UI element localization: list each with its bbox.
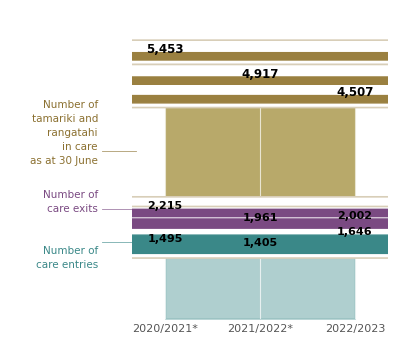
Circle shape [0,53,400,60]
Text: 2,002: 2,002 [337,211,372,221]
Circle shape [0,206,400,231]
Text: 1,646: 1,646 [337,227,373,237]
Circle shape [0,77,400,84]
Text: Number of
care entries: Number of care entries [36,246,98,270]
Circle shape [0,221,400,228]
Text: 1,495: 1,495 [148,234,183,244]
Circle shape [0,234,400,258]
Text: 4,507: 4,507 [336,86,374,99]
Circle shape [0,197,400,221]
Text: Number of
care exits: Number of care exits [43,190,98,214]
Circle shape [0,209,400,233]
Circle shape [0,246,400,253]
Circle shape [0,83,400,108]
Text: 1,961: 1,961 [242,213,278,223]
Circle shape [0,229,400,254]
Circle shape [0,96,400,103]
Circle shape [0,235,400,242]
Circle shape [0,209,400,217]
Text: 1,405: 1,405 [242,238,278,248]
Text: 5,453: 5,453 [146,43,184,56]
Text: 2,215: 2,215 [148,201,183,211]
Circle shape [0,223,400,247]
Text: 4,917: 4,917 [241,68,279,80]
Circle shape [0,219,400,226]
Circle shape [0,64,400,89]
Circle shape [0,40,400,65]
Circle shape [0,242,400,249]
Text: Number of
tamariki and
rangatahi
in care
as at 30 June: Number of tamariki and rangatahi in care… [30,99,98,166]
